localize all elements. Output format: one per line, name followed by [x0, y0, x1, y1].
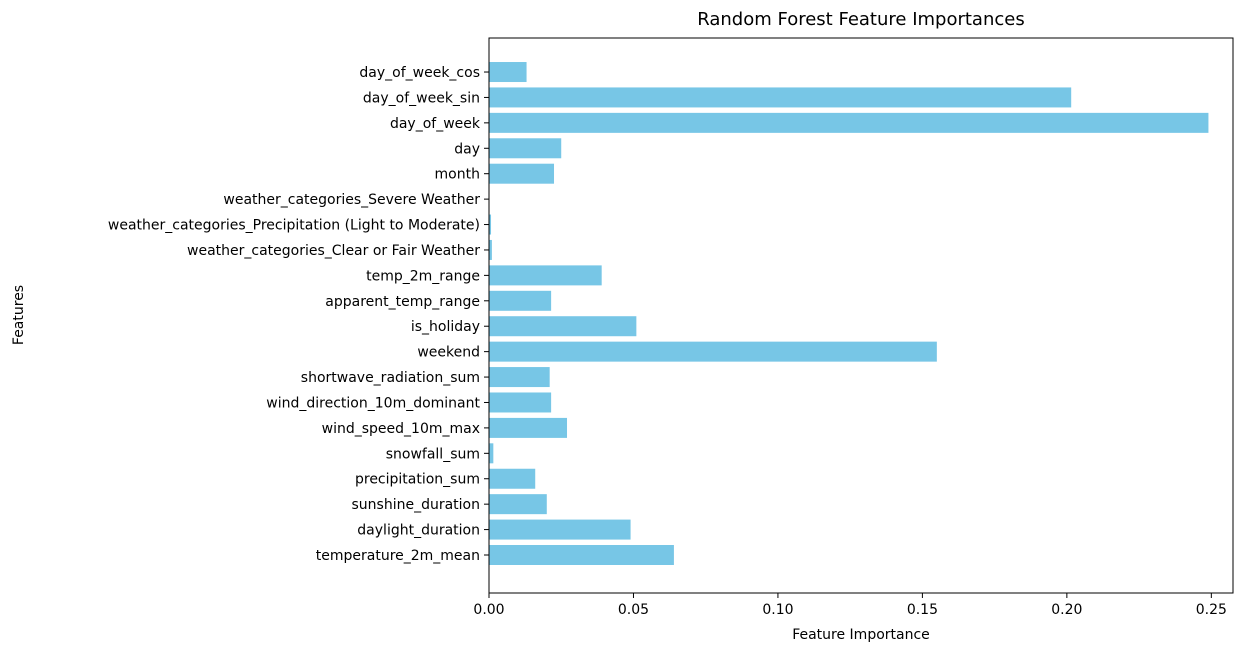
y-tick-label: weather_categories_Clear or Fair Weather: [187, 243, 480, 259]
y-tick-label: wind_direction_10m_dominant: [266, 395, 480, 411]
y-tick-label: month: [435, 167, 480, 183]
y-tick-label: day_of_week_cos: [359, 65, 480, 81]
plot-frame: [488, 37, 1234, 594]
bar: [489, 138, 562, 159]
y-tick-label: temp_2m_range: [366, 268, 480, 284]
y-tick-label: sunshine_duration: [352, 497, 481, 513]
x-tick-label: 0.15: [907, 602, 938, 618]
y-tick-label: snowfall_sum: [386, 446, 480, 462]
bar: [489, 290, 552, 311]
bar: [489, 265, 602, 286]
bar: [489, 239, 492, 260]
x-tick-label: 0.25: [1196, 602, 1227, 618]
y-tick-label: shortwave_radiation_sum: [301, 370, 480, 386]
y-tick-label: weather_categories_Severe Weather: [223, 192, 480, 208]
x-tick-label: 0.20: [1051, 602, 1082, 618]
y-tick-label: day: [454, 141, 480, 157]
y-tick-label: temperature_2m_mean: [316, 548, 480, 564]
y-tick-label: day_of_week_sin: [363, 90, 480, 106]
chart-title: Random Forest Feature Importances: [697, 9, 1024, 30]
bar: [489, 163, 555, 184]
x-tick-label: 0.10: [762, 602, 793, 618]
y-tick-label: wind_speed_10m_max: [322, 421, 480, 437]
bar: [489, 519, 631, 540]
x-tick-label: 0.00: [473, 602, 504, 618]
bar: [489, 214, 492, 235]
x-axis-label: Feature Importance: [792, 627, 930, 643]
y-tick-label: daylight_duration: [357, 523, 480, 539]
bar: [489, 545, 674, 565]
y-tick-label: day_of_week: [390, 116, 481, 132]
bar: [489, 62, 527, 83]
bars-group: [489, 62, 1209, 565]
x-axis-ticks: 0.00 0.05 0.10 0.15 0.20 0.25: [473, 593, 1227, 618]
y-tick-label: apparent_temp_range: [325, 294, 480, 310]
bar: [489, 87, 1072, 108]
y-tick-label: is_holiday: [411, 319, 480, 335]
bar: [489, 341, 937, 362]
bar: [489, 494, 547, 515]
y-tick-label: precipitation_sum: [355, 472, 480, 488]
x-tick-label: 0.05: [618, 602, 649, 618]
bar: [489, 417, 568, 438]
bar: [489, 468, 536, 489]
bar: [489, 392, 552, 413]
y-axis-label: Features: [11, 285, 27, 345]
y-tick-label: weather_categories_Precipitation (Light …: [108, 218, 480, 234]
y-axis-ticks: temperature_2m_mean daylight_duration suns…: [108, 65, 489, 564]
y-tick-label: weekend: [417, 345, 480, 361]
bar: [489, 367, 550, 388]
bar: [489, 443, 494, 464]
bar: [489, 316, 637, 337]
bar: [489, 112, 1209, 133]
